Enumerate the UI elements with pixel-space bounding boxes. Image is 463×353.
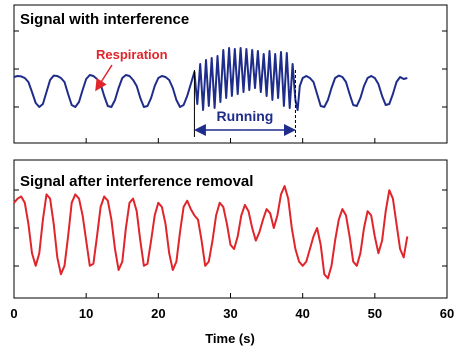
bottom-x-ticks: [13, 293, 448, 298]
top-x-ticks: [13, 138, 448, 143]
bottom-panel-title: Signal after interference removal: [20, 173, 253, 190]
x-tick-label: 40: [295, 306, 309, 321]
top-panel: Signal with interference Respiration Run…: [13, 4, 448, 144]
top-panel-title: Signal with interference: [20, 11, 189, 28]
running-label: Running: [217, 108, 274, 124]
top-signal-line: [13, 47, 408, 111]
top-y-ticks: [14, 30, 447, 108]
x-axis-title: Time (s): [205, 331, 255, 346]
bottom-panel: Signal after interference removal 0 10 20 3…: [10, 159, 454, 346]
x-tick-label: 60: [440, 306, 454, 321]
x-tick-label: 0: [10, 306, 17, 321]
respiration-label: Respiration: [96, 47, 168, 62]
x-tick-label: 50: [368, 306, 382, 321]
x-tick-label: 10: [79, 306, 93, 321]
x-tick-label: 30: [223, 306, 237, 321]
bottom-y-ticks: [14, 189, 447, 267]
bottom-signal-line: [13, 185, 409, 280]
respiration-arrow: [95, 64, 113, 92]
x-tick-label: 20: [151, 306, 165, 321]
x-tick-labels: 0 10 20 30 40 50 60: [10, 306, 454, 321]
